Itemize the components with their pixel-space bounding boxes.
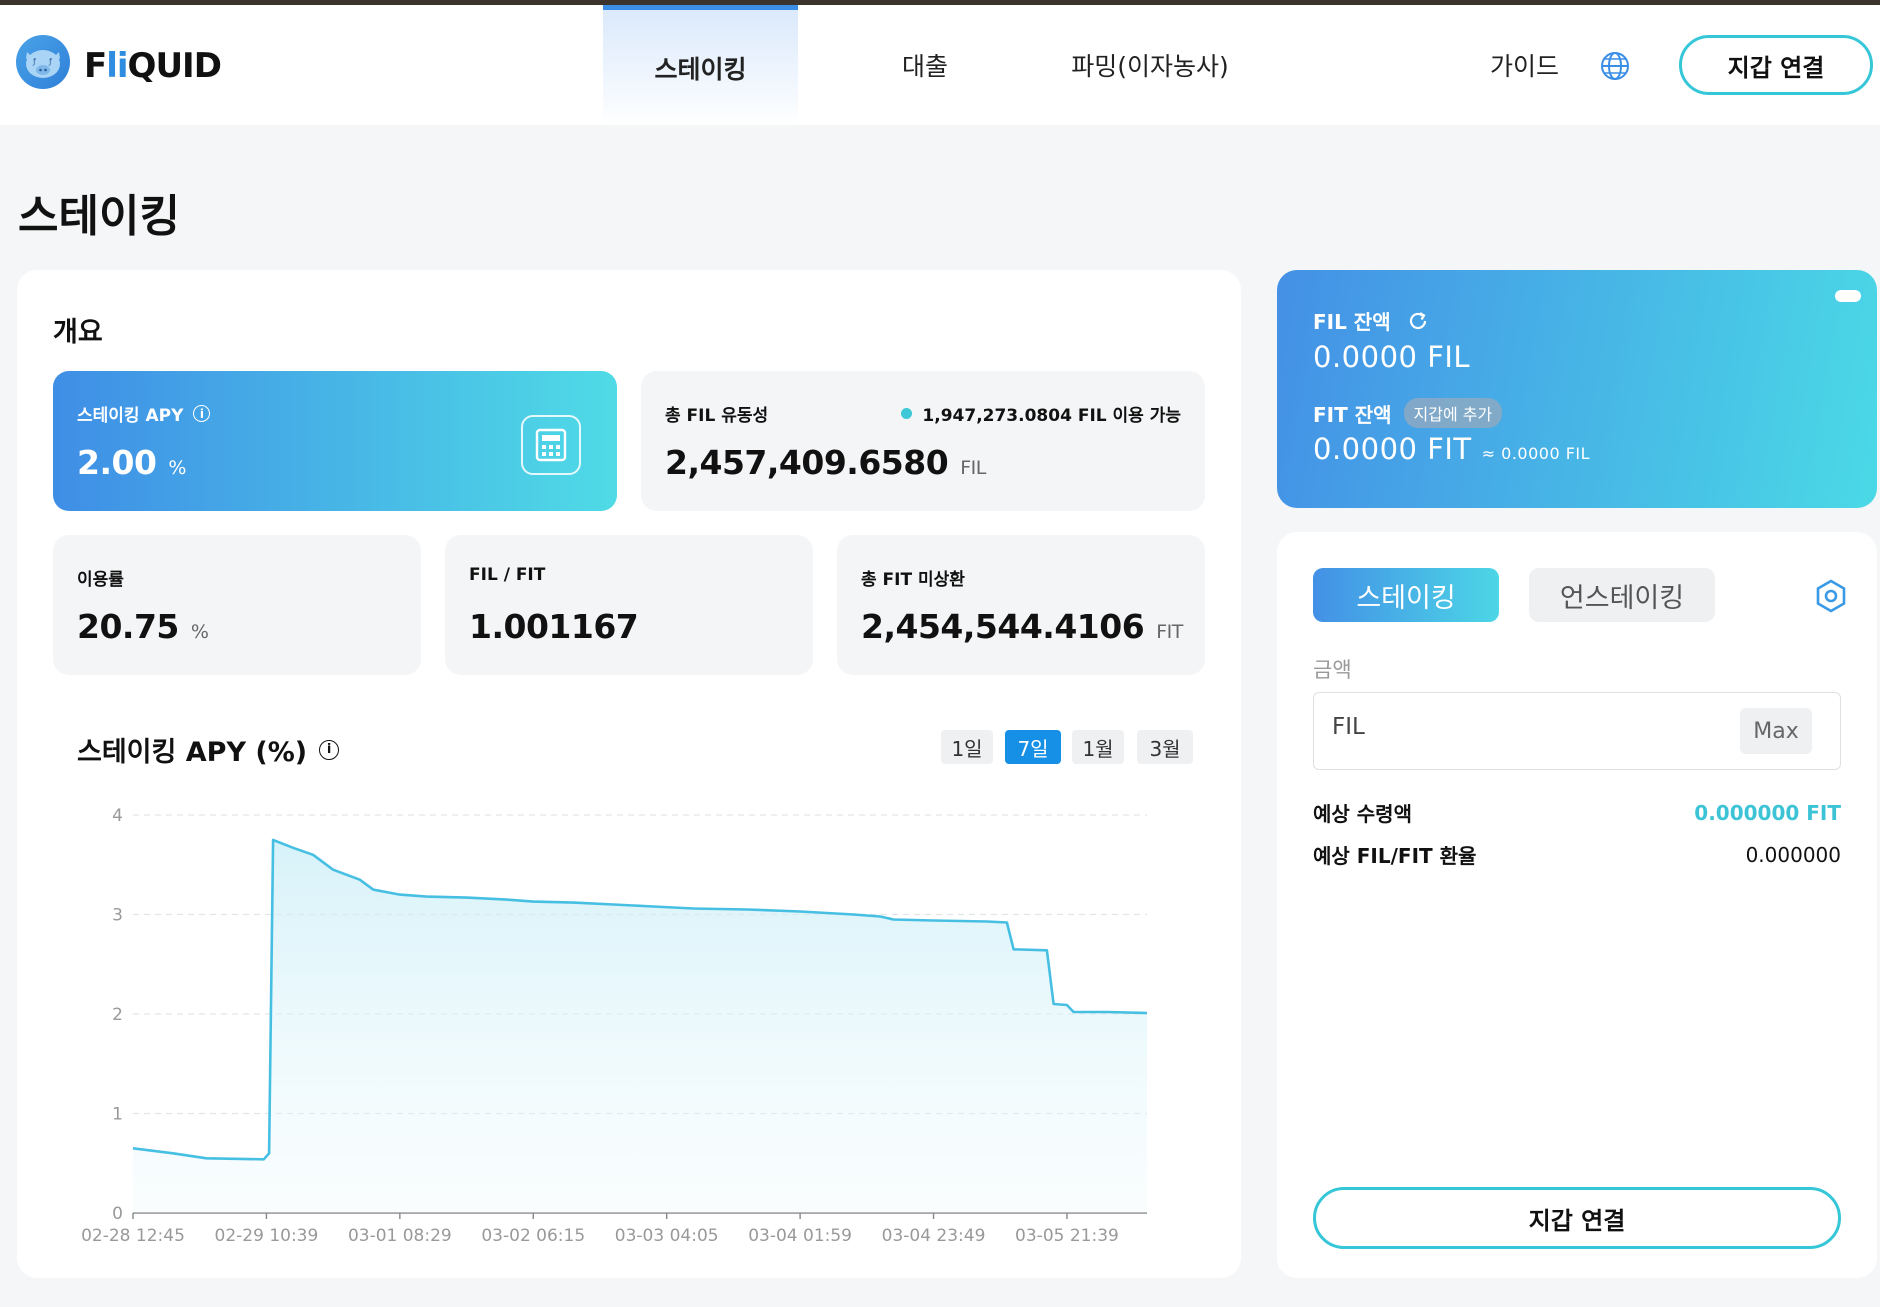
page-title: 스테이킹 [18,191,180,242]
apy-value-row: 2.00% [77,443,186,482]
expected-rate-label: 예상 FIL/FIT 환율 [1313,844,1477,868]
fit-balance-value-row: 0.0000 FIT ≈ 0.0000 FIL [1313,432,1590,466]
tab-staking[interactable]: 스테이킹 [1313,568,1499,622]
liquidity-stat: 총 FIL 유동성 1,947,273.0804 FIL 이용 가능 2,457… [641,371,1205,511]
liquidity-label: 총 FIL 유동성 [665,406,769,426]
amount-label: 금액 [1313,658,1352,682]
y-tick-label: 3 [112,906,123,926]
settings-hex-icon[interactable] [1813,578,1849,618]
utilization-value-row: 20.75% [77,607,209,646]
utilization-unit: % [190,621,209,643]
pig-logo-icon: ƒ ƒ [16,35,70,89]
outstanding-value-row: 2,454,544.4106 FIT [861,607,1183,646]
y-tick-label: 2 [112,1005,123,1025]
max-button[interactable]: Max [1740,708,1812,754]
liquidity-value-row: 2,457,409.6580 FIL [665,443,986,482]
chart-title: 스테이킹 APY (%) i [77,730,340,769]
utilization-label: 이용률 [77,570,124,590]
expected-rate-row: 예상 FIL/FIT 환율 0.000000 [1313,840,1841,869]
logo-f: F [84,46,107,86]
visibility-toggle[interactable] [1835,290,1861,302]
range-1m-button[interactable]: 1월 [1072,730,1124,764]
nav-farming[interactable]: 파밍(이자농사) [1071,52,1229,81]
balance-card: FIL 잔액 0.0000 FIL FIT 잔액 지갑에 추가 0.0000 F… [1277,270,1877,508]
logo-li: li [106,46,128,86]
available-text: 1,947,273.0804 FIL 이용 가능 [922,406,1181,426]
svg-text:ƒ: ƒ [48,57,52,66]
y-tick-label: 4 [112,806,123,826]
tab-unstaking[interactable]: 언스테이킹 [1529,568,1715,622]
expected-label: 예상 수령액 [1313,802,1412,826]
add-to-wallet-button[interactable]: 지갑에 추가 [1403,398,1503,428]
apy-label-row: 스테이킹 APY i [77,401,211,426]
y-tick-label: 1 [112,1105,123,1125]
connect-wallet-button-panel[interactable]: 지갑 연결 [1313,1187,1841,1249]
refresh-icon[interactable] [1407,310,1429,332]
amount-field: Max [1313,692,1841,770]
range-3m-button[interactable]: 3월 [1137,730,1193,764]
chart-title-text: 스테이킹 APY (%) [77,737,308,768]
x-tick-label: 02-28 12:45 [81,1226,185,1246]
staking-panel: 스테이킹 언스테이킹 금액 Max 예상 수령액 0.000000 FIT 예상… [1277,532,1877,1278]
outstanding-stat: 총 FIT 미상환 2,454,544.4106 FIT [837,535,1205,675]
fit-balance-value: 0.0000 FIT [1313,432,1472,466]
x-tick-label: 03-03 04:05 [615,1226,719,1246]
logo-wordmark: FliQUID [84,46,222,86]
outstanding-unit: FIT [1156,621,1183,643]
logo-quid: QUID [127,46,222,86]
fit-approx-value: ≈ 0.0000 FIL [1481,444,1591,463]
liquidity-value: 2,457,409.6580 [665,443,949,482]
utilization-value: 20.75 [77,607,179,646]
x-tick-label: 02-29 10:39 [215,1226,319,1246]
rate-stat: FIL / FIT 1.001167 [445,535,813,675]
range-7d-button[interactable]: 7일 [1005,730,1061,764]
top-header: ƒ ƒ FliQUID 스테이킹 대출 파밍(이자농사) 가이드 지갑 연결 [0,5,1880,125]
overview-card: 개요 스테이킹 APY i 2.00% 총 FIL 유동성 1,947,273.… [17,270,1241,1278]
apy-area-chart: 0 1 2 3 4 02-28 12:45 02-29 10:39 03-01 08:29 03… [81,806,1148,1246]
overview-title: 개요 [53,317,103,348]
fil-balance-label: FIL 잔액 [1313,310,1391,334]
info-icon[interactable]: i [193,405,211,422]
x-tick-label: 03-04 01:59 [748,1226,852,1246]
apy-series-line [132,838,1148,1161]
outstanding-label: 총 FIT 미상환 [861,570,965,590]
available-indicator: 1,947,273.0804 FIL 이용 가능 [901,401,1181,426]
amount-input[interactable] [1330,713,1714,741]
expected-rate-value: 0.000000 [1745,842,1841,867]
utilization-stat: 이용률 20.75% [53,535,421,675]
x-tick-label: 03-04 23:49 [882,1226,986,1246]
x-tick-label: 03-05 21:39 [1015,1226,1119,1246]
outstanding-value: 2,454,544.4106 [861,607,1145,646]
nav-staking[interactable]: 스테이킹 [603,5,798,125]
liquidity-unit: FIL [960,457,986,479]
apy-area-fill [133,839,1147,1213]
range-1d-button[interactable]: 1일 [941,730,993,764]
expected-value: 0.000000 FIT [1694,800,1841,825]
svg-text:ƒ: ƒ [32,57,36,66]
x-tick-label: 03-02 06:15 [481,1226,585,1246]
fil-balance-label-row: FIL 잔액 [1313,306,1429,335]
logo[interactable]: ƒ ƒ FliQUID [16,35,222,89]
expected-receive-row: 예상 수령액 0.000000 FIT [1313,798,1841,827]
calculator-icon[interactable] [521,415,581,475]
rate-value: 1.001167 [469,607,639,646]
info-icon[interactable]: i [319,739,340,760]
y-tick-label: 0 [112,1204,123,1224]
rate-label: FIL / FIT [469,565,546,585]
available-dot-icon [901,408,913,419]
apy-unit: % [168,457,186,479]
fit-balance-label-row: FIT 잔액 지갑에 추가 [1313,398,1503,428]
top-border [0,0,1880,5]
globe-icon[interactable] [1600,51,1630,85]
apy-label: 스테이킹 APY [77,406,184,426]
nav-lending[interactable]: 대출 [901,52,948,81]
guide-link[interactable]: 가이드 [1490,52,1560,81]
connect-wallet-button[interactable]: 지갑 연결 [1679,35,1873,95]
fit-balance-label: FIT 잔액 [1313,402,1392,427]
rate-value-row: 1.001167 [469,607,639,646]
fil-balance-value: 0.0000 FIL [1313,340,1471,374]
x-tick-label: 03-01 08:29 [348,1226,452,1246]
apy-stat: 스테이킹 APY i 2.00% [53,371,617,511]
apy-value: 2.00 [77,443,157,482]
